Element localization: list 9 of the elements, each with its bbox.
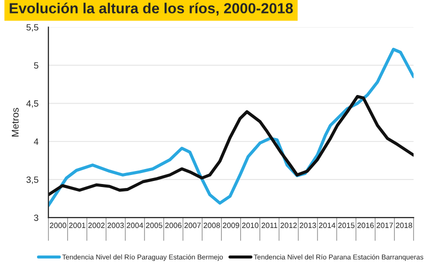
y-tick-label: 5 xyxy=(34,62,38,69)
y-tick-label: 5,5 xyxy=(26,24,38,32)
y-axis-title: Metros xyxy=(12,108,19,136)
y-tick-label: 3 xyxy=(34,214,38,221)
y-tick-label: 3,5 xyxy=(26,176,38,184)
chart-title: Evolución la altura de los ríos, 2000-2018 xyxy=(10,2,293,16)
y-tick-label: 4 xyxy=(34,138,38,145)
line-series xyxy=(48,94,414,196)
y-tick-label: 4,5 xyxy=(26,100,38,108)
